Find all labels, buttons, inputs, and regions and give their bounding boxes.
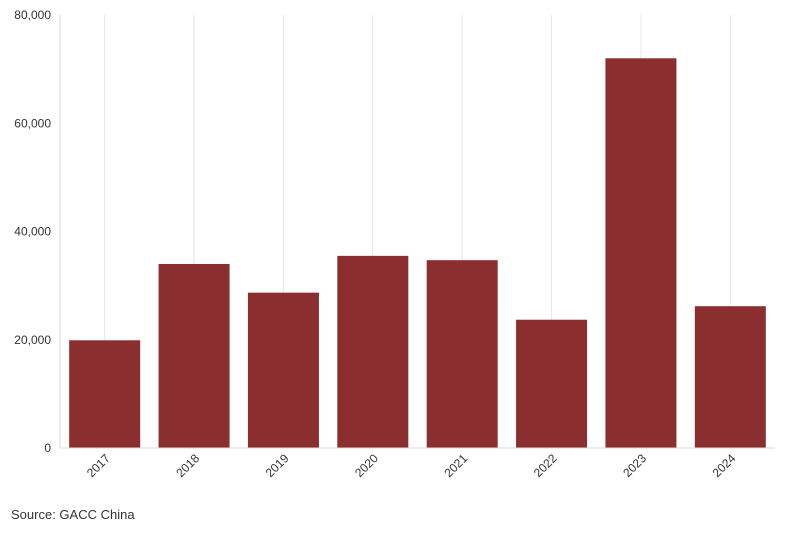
y-tick-label: 80,000 bbox=[14, 8, 51, 22]
y-tick-labels: 0 20,000 40,000 60,000 80,000 bbox=[14, 8, 51, 455]
x-tick-label-2022: 2022 bbox=[531, 451, 560, 480]
bar-2024 bbox=[694, 306, 766, 448]
axes bbox=[59, 15, 775, 449]
bar-2022 bbox=[516, 319, 588, 448]
x-tick-label-2024: 2024 bbox=[710, 451, 739, 480]
bar-2020 bbox=[337, 255, 409, 448]
bars bbox=[69, 58, 766, 449]
y-tick-label: 20,000 bbox=[14, 333, 51, 347]
x-tick-labels: 2017 2018 2019 2020 2021 2022 2023 2024 bbox=[84, 451, 739, 480]
x-tick-label-2020: 2020 bbox=[352, 451, 381, 480]
x-tick-label-2021: 2021 bbox=[442, 451, 471, 480]
bar-2017 bbox=[69, 340, 141, 448]
bar-2023 bbox=[605, 58, 677, 449]
bar-2021 bbox=[426, 260, 498, 448]
x-tick-label-2023: 2023 bbox=[620, 451, 649, 480]
x-tick-label-2018: 2018 bbox=[173, 451, 202, 480]
y-tick-label: 0 bbox=[44, 441, 51, 455]
x-tick-label-2019: 2019 bbox=[263, 451, 292, 480]
bar-2018 bbox=[158, 263, 230, 448]
bar-2019 bbox=[247, 292, 319, 448]
source-note: Source: GACC China bbox=[11, 507, 135, 522]
y-tick-label: 60,000 bbox=[14, 116, 51, 130]
y-tick-label: 40,000 bbox=[14, 225, 51, 239]
x-tick-label-2017: 2017 bbox=[84, 451, 113, 480]
